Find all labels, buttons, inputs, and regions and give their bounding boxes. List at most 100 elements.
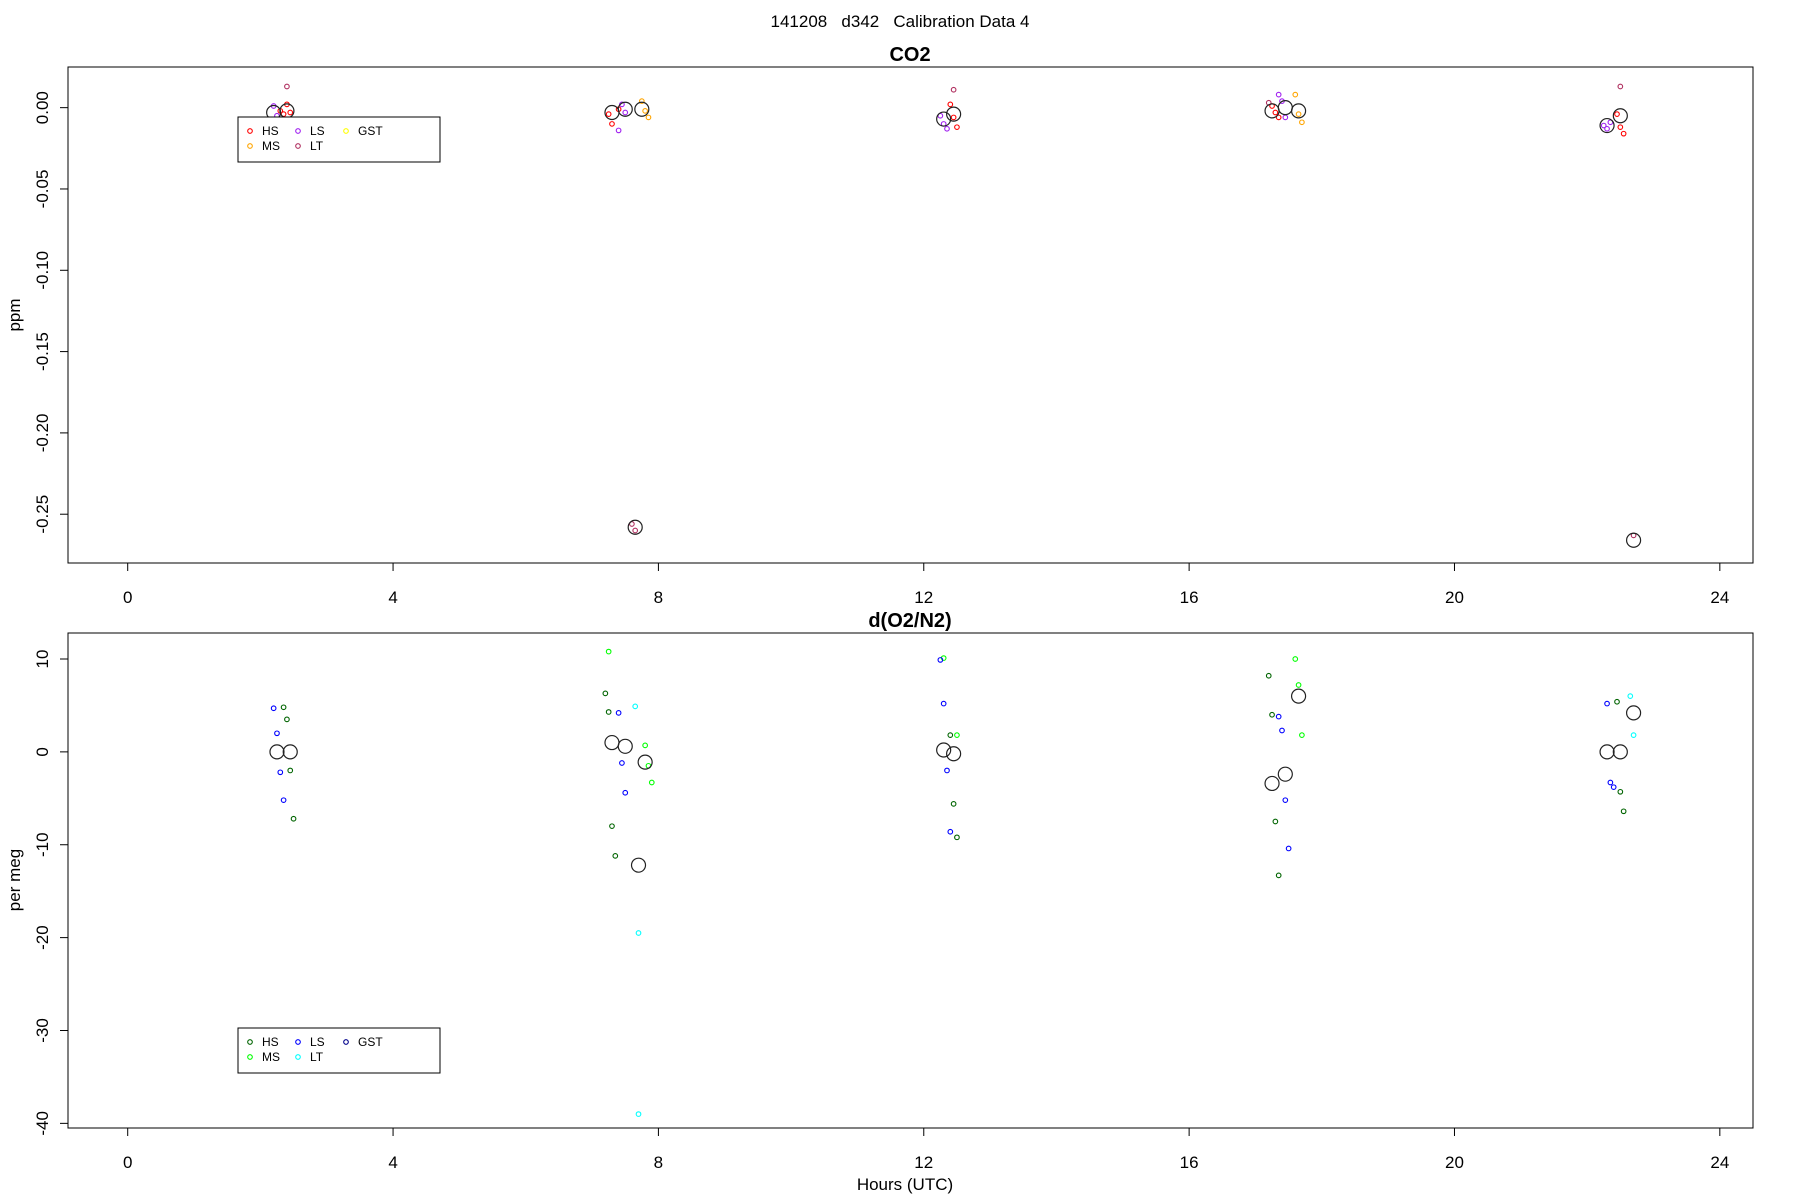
co2-x-tick-label: 24	[1710, 588, 1729, 607]
o2n2-panel-title: d(O2/N2)	[868, 610, 951, 632]
o2n2-point-ms	[642, 742, 648, 749]
o2n2-point-hs	[602, 690, 609, 697]
o2n2-mean-marker	[946, 746, 962, 762]
co2-point-hs	[287, 109, 294, 116]
co2-point-ls	[615, 127, 622, 134]
co2-x-tick-label: 4	[388, 588, 397, 607]
o2n2-point-lt	[635, 930, 642, 936]
co2-mean-marker	[1625, 532, 1642, 548]
co2-point-hs	[1275, 114, 1282, 121]
o2n2-mean-marker	[1599, 744, 1615, 760]
co2-panel: CO2 ppm 0 4 8 12 16 20 24 0.00 -0.05 -0.10 -0.15 -…	[5, 44, 1754, 607]
o2n2-point-lt	[632, 703, 639, 710]
co2-y-tick-label: -0.25	[33, 495, 52, 534]
o2n2-point-hs	[1269, 711, 1275, 718]
o2n2-point-lt	[635, 1111, 642, 1117]
o2n2-point-ls	[280, 797, 287, 804]
co2-legend-label-gst: GST	[358, 124, 383, 138]
co2-point-ls	[1282, 114, 1289, 121]
o2n2-legend-symbol-gst	[343, 1039, 349, 1045]
co2-point-ms	[1292, 91, 1299, 98]
o2n2-y-axis: 10 0 -10 -20 -30 -40	[33, 650, 68, 1136]
o2n2-x-axis-label: Hours (UTC)	[857, 1175, 953, 1194]
co2-point-lt	[632, 527, 639, 534]
o2n2-legend-label-hs: HS	[262, 1035, 279, 1049]
o2n2-legend-box	[237, 1027, 441, 1074]
o2n2-point-hs	[954, 834, 960, 841]
o2n2-point-hs	[612, 853, 619, 859]
co2-point-hs	[947, 101, 954, 108]
co2-point-ls	[1604, 125, 1610, 132]
o2n2-x-axis: 0 4 8 12 16 20 24	[123, 1127, 1729, 1172]
co2-point-lt	[950, 86, 957, 93]
co2-point-ls	[1600, 122, 1607, 129]
o2n2-point-hs	[1265, 672, 1272, 679]
co2-point-ls	[944, 125, 950, 132]
o2n2-y-axis-label: per meg	[5, 849, 24, 911]
co2-x-tick-label: 20	[1445, 588, 1464, 607]
o2n2-point-lt	[1627, 693, 1634, 700]
o2n2-point-ls	[1610, 784, 1617, 791]
o2n2-point-ls	[270, 705, 277, 712]
co2-legend-box	[237, 116, 441, 163]
o2n2-mean-marker	[936, 742, 952, 758]
co2-y-axis-label: ppm	[5, 298, 24, 331]
o2n2-x-tick-label: 8	[654, 1153, 663, 1172]
o2n2-x-tick-label: 24	[1710, 1153, 1729, 1172]
co2-point-hs	[1617, 124, 1624, 131]
o2n2-point-ls	[277, 769, 284, 776]
co2-x-tick-label: 0	[123, 588, 132, 607]
main-title: 141208 d342 Calibration Data 4	[771, 12, 1030, 31]
o2n2-point-hs	[280, 704, 287, 711]
o2n2-x-tick-label: 12	[914, 1153, 933, 1172]
o2n2-mean-marker	[1277, 766, 1293, 782]
o2n2-point-ms	[954, 732, 960, 739]
o2n2-point-ls	[1285, 845, 1292, 852]
o2n2-mean-marker	[604, 734, 620, 751]
o2n2-point-ls	[619, 760, 625, 766]
o2n2-legend-symbol-ms	[247, 1054, 253, 1060]
co2-point-hs	[950, 114, 957, 121]
co2-y-tick-label: -0.15	[33, 332, 52, 371]
o2n2-point-ls	[1604, 700, 1610, 707]
o2n2-point-hs	[284, 716, 290, 723]
co2-x-tick-label: 8	[654, 588, 663, 607]
o2n2-point-ls	[947, 828, 954, 835]
o2n2-point-ls	[944, 767, 950, 774]
co2-mean-marker	[634, 101, 650, 117]
o2n2-points	[269, 648, 1642, 1117]
co2-legend-symbol-hs	[247, 128, 253, 134]
co2-point-hs	[605, 111, 612, 118]
co2-mean-marker	[1277, 100, 1293, 116]
co2-point-ls	[622, 109, 629, 116]
o2n2-mean-marker	[282, 744, 298, 760]
co2-point-ms	[1295, 111, 1302, 118]
o2n2-y-tick-label: 10	[33, 650, 52, 669]
co2-y-tick-label: 0.00	[33, 91, 52, 124]
o2n2-legend-label-lt: LT	[310, 1050, 324, 1064]
co2-point-hs	[954, 124, 960, 131]
co2-x-tick-label: 12	[914, 588, 933, 607]
co2-legend-label-ls: LS	[310, 124, 325, 138]
o2n2-mean-marker	[1264, 775, 1280, 792]
o2n2-point-lt	[1630, 732, 1637, 739]
o2n2-point-ms	[1292, 656, 1299, 662]
o2n2-x-tick-label: 20	[1445, 1153, 1464, 1172]
co2-point-ls	[1275, 91, 1282, 98]
co2-legend-symbol-ls	[295, 128, 301, 134]
co2-point-ms	[1299, 119, 1305, 126]
co2-mean-marker	[936, 111, 952, 127]
o2n2-point-ls	[615, 710, 622, 716]
o2n2-legend-label-gst: GST	[358, 1035, 383, 1049]
o2n2-point-ls	[1282, 797, 1289, 804]
o2n2-mean-marker	[269, 744, 285, 760]
o2n2-point-ms	[605, 648, 612, 655]
o2n2-x-tick-label: 0	[123, 1153, 132, 1172]
co2-mean-marker	[1612, 108, 1628, 124]
o2n2-point-ms	[1295, 682, 1302, 688]
o2n2-mean-marker	[1290, 688, 1307, 704]
co2-legend-label-ms: MS	[262, 139, 280, 153]
co2-y-tick-label: -0.20	[33, 414, 52, 453]
